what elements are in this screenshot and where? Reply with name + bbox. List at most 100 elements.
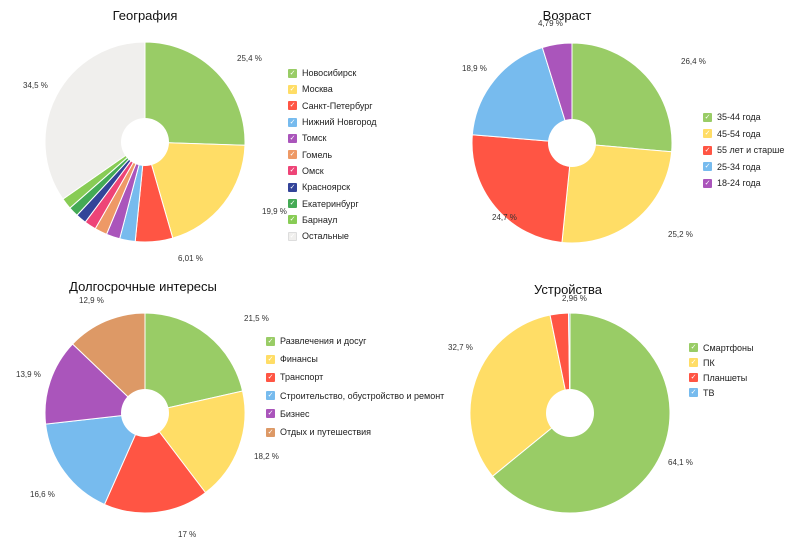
data-label: 24,7 % (492, 213, 517, 222)
legend-checkbox-icon[interactable]: ✓ (266, 409, 275, 419)
legend-item[interactable]: ✓ 25-34 года (703, 159, 784, 176)
legend-checkbox-icon[interactable]: ✓ (288, 231, 297, 241)
legend-item[interactable]: ✓ ПК (689, 355, 753, 370)
donut-hole (121, 389, 169, 437)
legend-item[interactable]: ✓ Бизнес (266, 405, 444, 423)
legend-label: Москва (302, 84, 333, 95)
pie-slice-транспорт[interactable] (103, 412, 207, 514)
pie-slice-пк[interactable] (469, 314, 571, 477)
legend-item[interactable]: ✓ Екатеринбург (288, 195, 377, 211)
legend-label: Бизнес (280, 408, 310, 419)
legend-label: Финансы (280, 354, 318, 365)
pie-slice-развлечения-и-досуг[interactable] (144, 312, 244, 414)
legend-checkbox-icon[interactable]: ✓ (689, 343, 698, 352)
legend-checkbox-icon[interactable]: ✓ (288, 117, 297, 127)
data-label: 13,9 % (16, 370, 41, 379)
pie-slice-остальные[interactable] (44, 41, 146, 200)
legend-checkbox-icon[interactable]: ✓ (288, 150, 297, 160)
legend-checkbox-icon[interactable]: ✓ (288, 215, 297, 225)
legend-item[interactable]: ✓ 45-54 года (703, 126, 784, 143)
legend-label: 35-44 года (717, 112, 761, 123)
legend-checkbox-icon[interactable]: ✓ (288, 101, 297, 111)
legend-item[interactable]: ✓ 55 лет и старше (703, 142, 784, 159)
legend-checkbox-icon[interactable]: ✓ (288, 84, 297, 94)
pie-slice-бизнес[interactable] (44, 343, 147, 425)
legend-item[interactable]: ✓ 18-24 года (703, 175, 784, 192)
data-label: 16,6 % (30, 490, 55, 499)
legend-label: 45-54 года (717, 128, 761, 139)
legend-checkbox-icon[interactable]: ✓ (266, 354, 275, 364)
legend-checkbox-icon[interactable]: ✓ (288, 166, 297, 176)
legend-checkbox-icon[interactable]: ✓ (288, 68, 297, 78)
legend-label: Планшеты (703, 372, 748, 383)
legend-item[interactable]: ✓ ТВ (689, 385, 753, 400)
legend-item[interactable]: ✓ Финансы (266, 350, 444, 368)
data-label: 18,2 % (254, 452, 279, 461)
legend-item[interactable]: ✓ Новосибирск (288, 65, 377, 81)
legend-checkbox-icon[interactable]: ✓ (288, 199, 297, 209)
legend-label: ПК (703, 357, 715, 368)
legend-checkbox-icon[interactable]: ✓ (703, 162, 712, 172)
chart-legend: ✓ Смартфоны ✓ ПК ✓ Планшеты ✓ ТВ (689, 340, 753, 400)
legend-item[interactable]: ✓ Смартфоны (689, 340, 753, 355)
legend-item[interactable]: ✓ Гомель (288, 146, 377, 162)
legend-label: 18-24 года (717, 178, 761, 189)
data-label: 12,9 % (79, 296, 104, 305)
legend-checkbox-icon[interactable]: ✓ (288, 133, 297, 143)
legend-checkbox-icon[interactable]: ✓ (266, 372, 275, 382)
pie-slice-строительство-обустройство-и-ремонт[interactable] (45, 412, 146, 506)
legend-item[interactable]: ✓ Развлечения и досуг (266, 332, 444, 350)
pie-slice-москва[interactable] (144, 141, 246, 239)
legend-label: Барнаул (302, 214, 338, 225)
legend-item[interactable]: ✓ Барнаул (288, 212, 377, 228)
legend-item[interactable]: ✓ Томск (288, 130, 377, 146)
legend-checkbox-icon[interactable]: ✓ (689, 358, 698, 367)
legend-item[interactable]: ✓ Нижний Новгород (288, 114, 377, 130)
pie-slice-финансы[interactable] (144, 390, 246, 494)
data-label: 25,4 % (237, 54, 262, 63)
legend-item[interactable]: ✓ Транспорт (266, 368, 444, 386)
legend-item[interactable]: ✓ Омск (288, 163, 377, 179)
legend-item[interactable]: ✓ Планшеты (689, 370, 753, 385)
pie-slice-отдых-и-путешествия[interactable] (71, 312, 146, 415)
pie-slice-45-54-года[interactable] (561, 142, 673, 244)
pie-slice-18-24-года[interactable] (541, 42, 573, 144)
pie-slice-тв[interactable] (567, 312, 571, 414)
pie-slice-новосибирск[interactable] (144, 41, 246, 146)
legend-item[interactable]: ✓ Строительство, обустройство и ремонт (266, 387, 444, 405)
legend-checkbox-icon[interactable]: ✓ (703, 178, 712, 188)
data-label: 25,2 % (668, 230, 693, 239)
donut-hole (546, 389, 594, 437)
legend-label: 25-34 года (717, 161, 761, 172)
data-label: 21,5 % (244, 314, 269, 323)
donut-hole (121, 118, 169, 166)
legend-label: ТВ (703, 387, 715, 398)
legend-checkbox-icon[interactable]: ✓ (689, 373, 698, 382)
data-label: 17 % (178, 530, 196, 539)
legend-label: Санкт-Петербург (302, 100, 373, 111)
legend-checkbox-icon[interactable]: ✓ (266, 336, 275, 346)
legend-item[interactable]: ✓ Отдых и путешествия (266, 423, 444, 441)
legend-label: Строительство, обустройство и ремонт (280, 390, 445, 401)
legend-checkbox-icon[interactable]: ✓ (689, 388, 698, 397)
pie-slice-35-44-года[interactable] (571, 42, 673, 153)
legend-checkbox-icon[interactable]: ✓ (266, 391, 275, 401)
legend-item[interactable]: ✓ Остальные (288, 228, 377, 244)
data-label: 19,9 % (262, 207, 287, 216)
chart-legend: ✓ 35-44 года ✓ 45-54 года ✓ 55 лет и старше ✓ 2… (703, 109, 784, 192)
pie-slice-55-лет-и-старше[interactable] (471, 134, 573, 244)
legend-checkbox-icon[interactable]: ✓ (703, 129, 712, 139)
legend-item[interactable]: ✓ Москва (288, 81, 377, 97)
legend-checkbox-icon[interactable]: ✓ (288, 182, 297, 192)
legend-checkbox-icon[interactable]: ✓ (703, 145, 712, 155)
legend-item[interactable]: ✓ Санкт-Петербург (288, 98, 377, 114)
legend-item[interactable]: ✓ 35-44 года (703, 109, 784, 126)
legend-checkbox-icon[interactable]: ✓ (703, 112, 712, 122)
data-label: 4,79 % (538, 19, 563, 28)
pie-slice-25-34-года[interactable] (471, 46, 573, 144)
legend-item[interactable]: ✓ Красноярск (288, 179, 377, 195)
legend-checkbox-icon[interactable]: ✓ (266, 427, 275, 437)
legend-label: Красноярск (302, 182, 351, 193)
